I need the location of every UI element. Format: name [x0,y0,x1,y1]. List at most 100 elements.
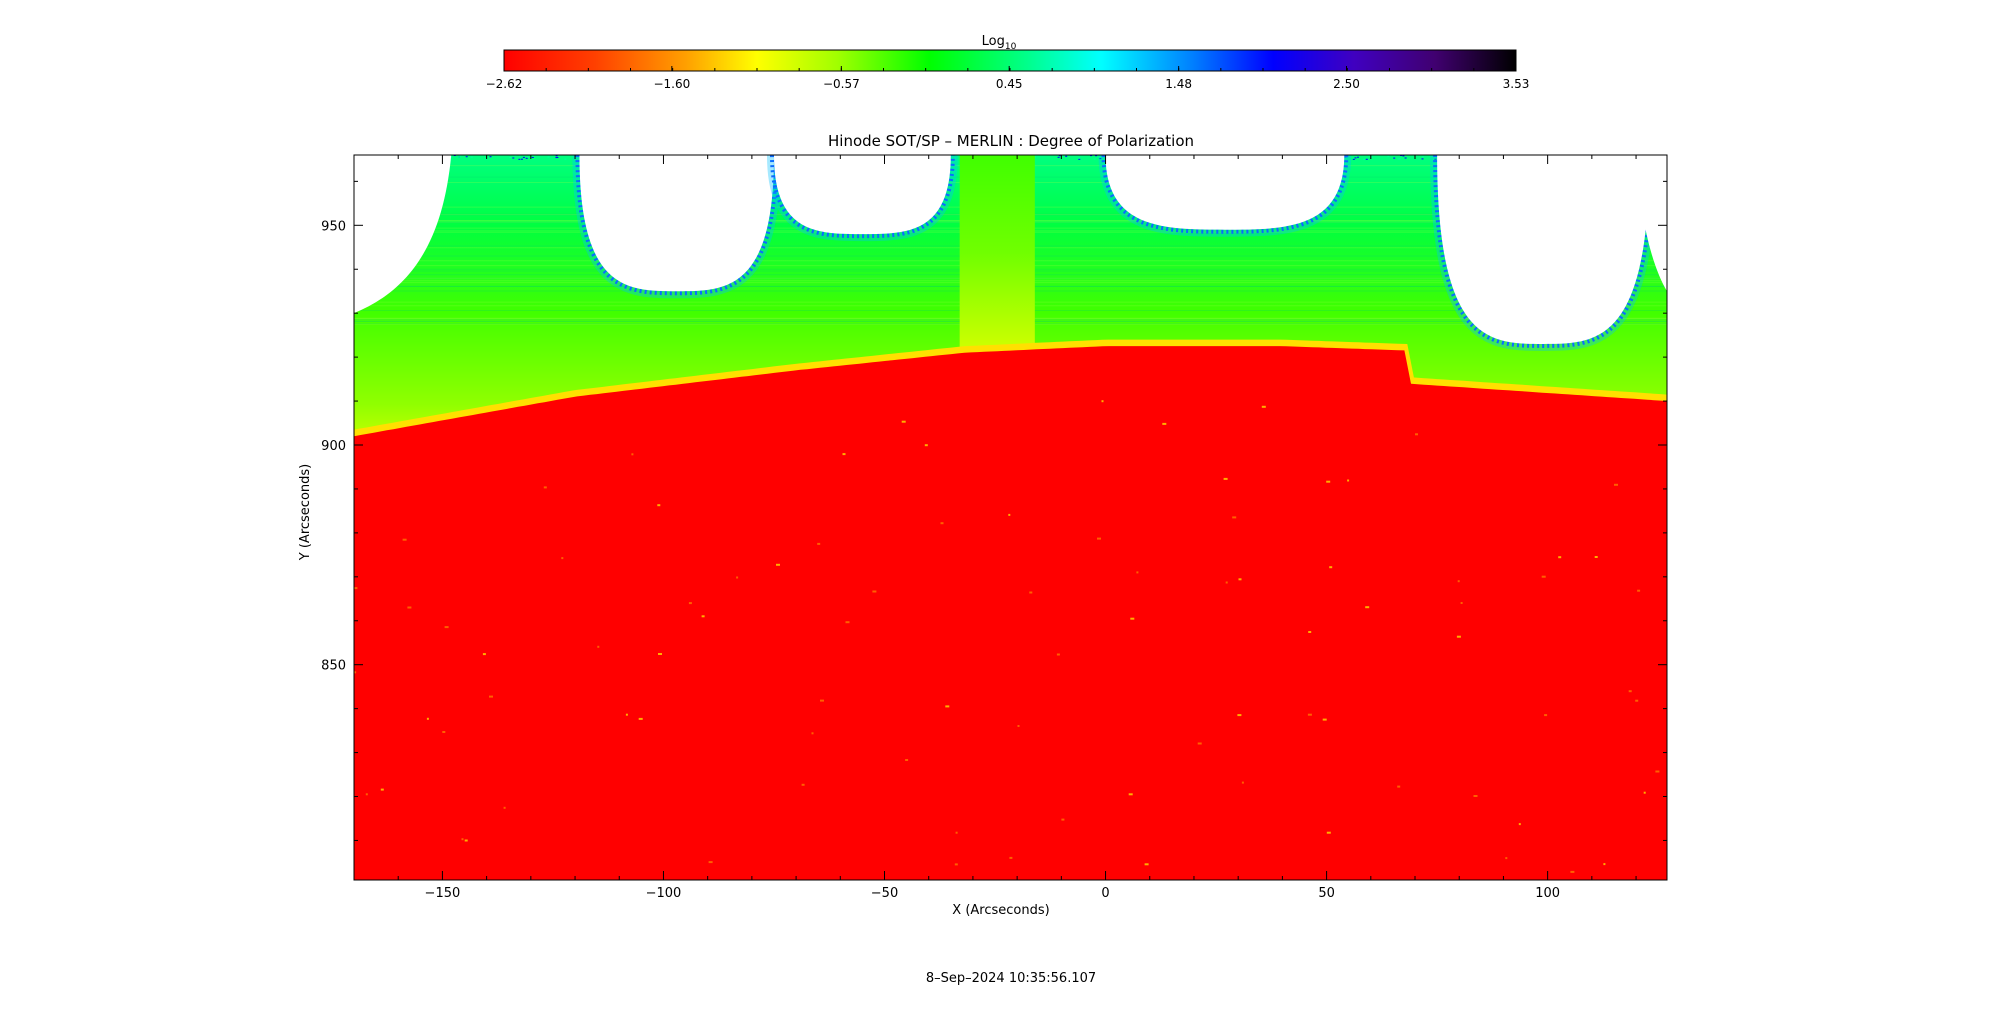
edge-noise-pixel [521,158,523,160]
disk-speckle [402,538,407,541]
no-data-hole-right [1636,155,1667,292]
edge-noise-pixel [518,158,521,160]
edge-noise-pixel [555,155,558,157]
disk-speckle [1322,718,1327,721]
disk-speckle [426,717,429,720]
edge-noise-pixel [1398,158,1401,160]
disk-speckle [380,788,384,791]
colorbar-ticks: −2.62 −1.60 −0.57 0.45 1.48 2.50 3.53 [486,66,1529,91]
disk-speckle [1223,477,1228,480]
solar-disk [354,346,1667,880]
disk-speckle [657,504,661,507]
plot-frame [353,154,1668,881]
disk-speckle [1008,513,1011,516]
disk-speckle [811,732,814,735]
edge-noise-pixel [1422,156,1425,158]
disk-speckle [1518,823,1521,826]
edge-noise-pixel [509,157,512,158]
y-tick-label: 950 [321,219,346,234]
disk-speckle [901,420,906,423]
disk-speckle [1614,483,1618,486]
disk-speckle [1365,606,1370,609]
disk-speckle [365,793,368,796]
disk-speckle [845,621,850,624]
disk-speckle [736,576,739,579]
edge-noise-pixel [555,157,558,159]
disk-speckle [1101,400,1104,403]
x-axis-ticks: −150 −100 −50 0 50 100 [353,155,1637,901]
disk-speckle [1326,480,1331,483]
no-data-hole [1105,155,1345,230]
disk-speckle [1643,791,1646,794]
colorbar-tick-label: −0.57 [823,77,860,91]
disk-speckle [1238,578,1242,581]
disk-speckle [872,590,877,593]
disk-speckle [1505,857,1508,860]
edge-noise-pixel [1354,157,1357,159]
colorbar-tick-label: −1.60 [653,77,690,91]
disk-speckle [1456,635,1461,638]
edge-noise-pixel [512,157,515,159]
disk-speckle [1237,714,1242,717]
edge-noise-pixel [1365,158,1368,160]
no-data-hole [579,155,774,292]
edge-noise-pixel [1090,155,1093,157]
x-axis-label: X (Arcseconds) [952,903,1049,918]
disk-speckle [407,606,412,609]
edge-noise-pixel [489,156,492,158]
disk-speckle [1307,713,1312,716]
disk-speckle [1241,781,1244,784]
disk-speckle [1130,617,1135,620]
x-tick-label: −150 [425,886,461,901]
disk-speckle [1558,556,1562,559]
colorbar-tick-label: 2.50 [1333,77,1360,91]
disk-speckle [1261,405,1266,408]
disk-speckle [1128,793,1133,796]
edge-noise-pixel [1357,156,1359,158]
disk-speckle [1009,856,1013,859]
edge-noise-pixel [522,156,525,158]
disk-speckle [1061,818,1065,821]
disk-speckle [820,699,824,702]
disk-speckle [1603,863,1606,866]
disk-speckle [708,861,713,864]
disk-speckle [1197,742,1202,745]
plot-area [354,155,1667,880]
edge-noise-pixel [1093,158,1096,160]
disk-speckle [945,705,950,708]
disk-speckle [1056,653,1060,656]
disk-speckle [597,645,600,648]
edge-noise-pixel [954,157,957,159]
chart-title: Hinode SOT/SP – MERLIN : Degree of Polar… [828,132,1194,150]
edge-noise-pixel [527,156,530,158]
y-axis-ticks: 850 900 950 [321,180,1667,841]
disk-speckle [1655,770,1660,773]
disk-speckle [1097,537,1101,540]
disk-speckle [1541,575,1546,578]
edge-noise-pixel [1393,157,1396,159]
edge-noise-pixel [531,157,534,158]
edge-noise-pixel [1370,156,1373,158]
disk-speckle [1225,581,1228,584]
edge-noise-pixel [1429,155,1432,157]
disk-speckle [1144,863,1149,866]
disk-speckle [1329,566,1333,569]
disk-speckle [1397,785,1401,788]
edge-noise-pixel [1404,157,1407,159]
edge-noise-pixel [1057,156,1060,158]
edge-noise-pixel [470,156,473,158]
disk-speckle [1544,714,1548,717]
disk-speckle [701,615,705,618]
disk-speckle [954,863,958,866]
no-data-hole [773,155,951,235]
no-data-hole-left [354,155,452,314]
edge-noise-pixel [1387,155,1390,157]
disk-speckle [561,557,564,560]
edge-noise-pixel [564,158,567,160]
disk-speckle [1635,699,1639,702]
disk-speckle [1457,580,1460,583]
edge-noise-pixel [459,155,462,157]
colorbar-gradient [503,49,1517,72]
disk-speckle [442,731,446,733]
edge-noise-pixel [450,156,453,158]
